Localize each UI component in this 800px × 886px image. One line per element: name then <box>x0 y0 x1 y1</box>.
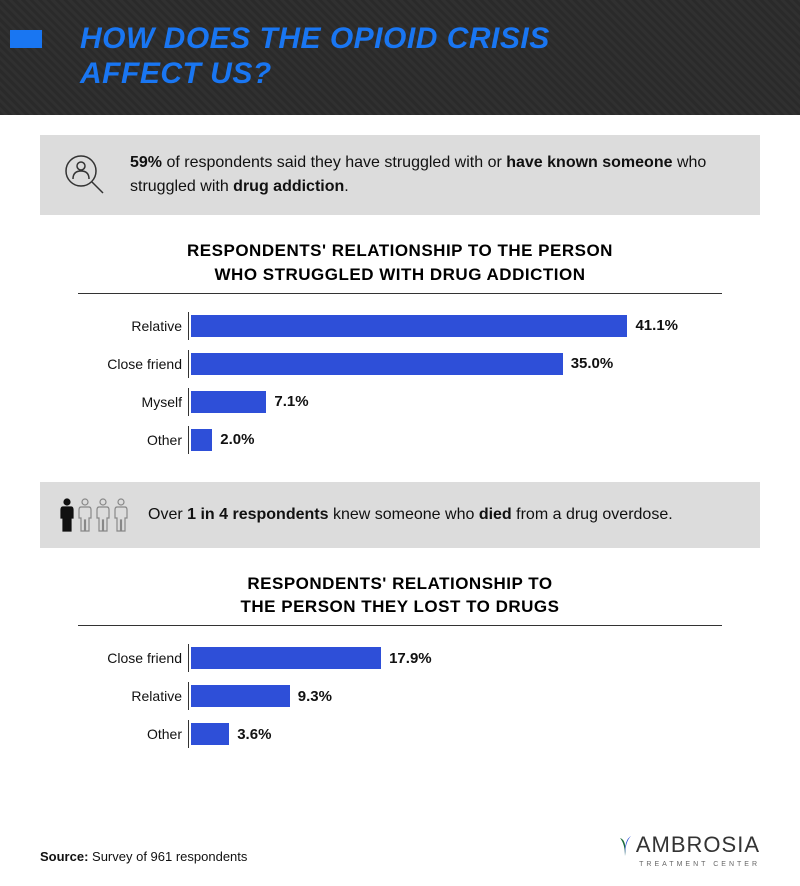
bar-value: 7.1% <box>274 393 308 410</box>
chart-1-bars: Relative 41.1% Close friend 35.0% Myself 7.1%… <box>78 312 722 454</box>
bar-track: 17.9% <box>188 644 722 672</box>
bar-track: 2.0% <box>188 426 722 454</box>
bar-fill <box>191 723 229 745</box>
bar-label: Other <box>78 726 188 742</box>
bar-fill <box>191 647 381 669</box>
stat-banner-addiction: 59% of respondents said they have strugg… <box>40 135 760 215</box>
bar-label: Close friend <box>78 650 188 666</box>
brand-logo: AMBROSIA TREATMENT CENTER <box>616 832 760 868</box>
chart-2-bars: Close friend 17.9% Relative 9.3% Other 3.6% <box>78 644 722 748</box>
main-content: 59% of respondents said they have strugg… <box>0 115 800 786</box>
leaf-icon <box>616 834 634 861</box>
chart-1-title: RESPONDENTS' RELATIONSHIP TO THE PERSON … <box>78 239 722 287</box>
bar-row: Other 2.0% <box>78 426 722 454</box>
person-filled-icon <box>60 498 74 532</box>
bar-row: Relative 9.3% <box>78 682 722 710</box>
chart-relationship-lost: RESPONDENTS' RELATIONSHIP TO THE PERSON … <box>78 572 722 749</box>
bar-label: Relative <box>78 318 188 334</box>
bar-value: 9.3% <box>298 688 332 705</box>
person-outline-icon <box>96 498 110 532</box>
bar-label: Myself <box>78 394 188 410</box>
bar-track: 35.0% <box>188 350 722 378</box>
chart-relationship-addiction: RESPONDENTS' RELATIONSHIP TO THE PERSON … <box>78 239 722 454</box>
bar-value: 17.9% <box>389 650 432 667</box>
person-outline-icon <box>78 498 92 532</box>
bar-row: Close friend 17.9% <box>78 644 722 672</box>
stat-banner-overdose: Over 1 in 4 respondents knew someone who… <box>40 482 760 548</box>
title-line-2: AFFECT US? <box>80 57 272 90</box>
brand-subtitle: TREATMENT CENTER <box>616 861 760 868</box>
bar-fill <box>191 353 563 375</box>
page-title: HOW DOES THE OPIOID CRISIS AFFECT US? <box>80 22 760 91</box>
chart-1-divider <box>78 293 722 294</box>
bar-row: Myself 7.1% <box>78 388 722 416</box>
bar-fill <box>191 391 266 413</box>
title-line-1: HOW DOES THE OPIOID CRISIS <box>80 22 550 55</box>
banner-1-text: 59% of respondents said they have strugg… <box>130 151 740 199</box>
bar-value: 41.1% <box>635 317 678 334</box>
header-accent-bar <box>10 30 42 48</box>
brand-name: AMBROSIA <box>636 832 760 857</box>
people-1-in-4-icon <box>60 498 128 532</box>
bar-value: 3.6% <box>237 726 271 743</box>
bar-row: Other 3.6% <box>78 720 722 748</box>
person-magnifier-icon <box>60 151 110 199</box>
bar-label: Other <box>78 432 188 448</box>
chart-2-divider <box>78 625 722 626</box>
bar-fill <box>191 315 627 337</box>
bar-fill <box>191 685 290 707</box>
bar-value: 35.0% <box>571 355 614 372</box>
banner-1-percent: 59% <box>130 154 162 171</box>
bar-track: 41.1% <box>188 312 722 340</box>
bar-track: 9.3% <box>188 682 722 710</box>
bar-label: Close friend <box>78 356 188 372</box>
source-footnote: Source: Survey of 961 respondents <box>40 849 247 864</box>
bar-row: Close friend 35.0% <box>78 350 722 378</box>
bar-track: 3.6% <box>188 720 722 748</box>
bar-track: 7.1% <box>188 388 722 416</box>
person-outline-icon <box>114 498 128 532</box>
chart-2-title: RESPONDENTS' RELATIONSHIP TO THE PERSON … <box>78 572 722 620</box>
bar-row: Relative 41.1% <box>78 312 722 340</box>
bar-label: Relative <box>78 688 188 704</box>
bar-value: 2.0% <box>220 431 254 448</box>
bar-fill <box>191 429 212 451</box>
page-header: HOW DOES THE OPIOID CRISIS AFFECT US? <box>0 0 800 115</box>
banner-2-text: Over 1 in 4 respondents knew someone who… <box>148 503 673 527</box>
